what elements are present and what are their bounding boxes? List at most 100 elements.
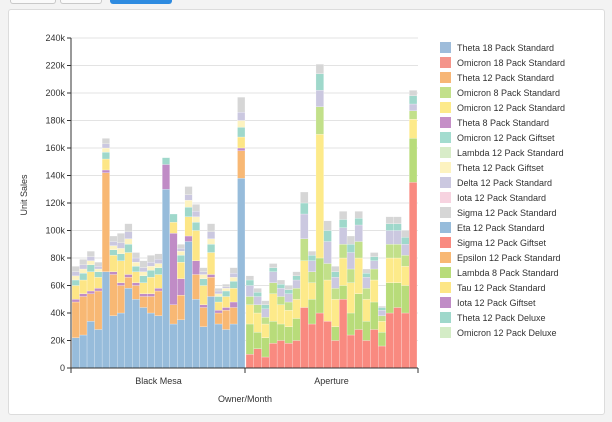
bar-segment[interactable] xyxy=(222,296,231,308)
bar-segment[interactable] xyxy=(147,293,155,297)
bar-segment[interactable] xyxy=(154,274,163,289)
legend-label[interactable]: Omicron 12 Pack Standard xyxy=(457,103,565,113)
bar-segment[interactable] xyxy=(124,231,133,239)
toolbar-tab-1[interactable] xyxy=(10,0,56,4)
bar-segment[interactable] xyxy=(253,288,262,293)
bar-segment[interactable] xyxy=(245,285,254,297)
bar-segment[interactable] xyxy=(199,326,208,369)
bar-segment[interactable] xyxy=(154,253,163,260)
bar-segment[interactable] xyxy=(147,270,155,278)
bar-segment[interactable] xyxy=(154,315,163,369)
legend-swatch[interactable] xyxy=(440,147,451,158)
bar-segment[interactable] xyxy=(79,264,88,270)
bar-segment[interactable] xyxy=(315,64,324,74)
bar-segment[interactable] xyxy=(339,285,348,300)
bar-segment[interactable] xyxy=(229,288,238,303)
bar-segment[interactable] xyxy=(229,281,238,289)
bar-segment[interactable] xyxy=(94,290,103,330)
bar-segment[interactable] xyxy=(94,268,103,272)
bar-segment[interactable] xyxy=(393,257,402,283)
bar-segment[interactable] xyxy=(284,285,293,290)
legend-label[interactable]: Epsilon 12 Pack Standard xyxy=(457,253,561,263)
bar-segment[interactable] xyxy=(276,323,285,341)
legend-swatch[interactable] xyxy=(440,297,451,308)
bar-segment[interactable] xyxy=(245,275,254,281)
bar-segment[interactable] xyxy=(315,106,324,135)
bar-segment[interactable] xyxy=(269,267,278,272)
bar-segment[interactable] xyxy=(339,244,348,259)
bar-segment[interactable] xyxy=(362,288,371,300)
bar-segment[interactable] xyxy=(253,348,262,369)
legend-swatch[interactable] xyxy=(440,222,451,233)
bar-segment[interactable] xyxy=(409,110,418,120)
bar-segment[interactable] xyxy=(300,213,309,239)
bar-segment[interactable] xyxy=(229,323,238,369)
bar-segment[interactable] xyxy=(147,277,155,294)
bar-segment[interactable] xyxy=(101,138,110,145)
bar-segment[interactable] xyxy=(370,256,379,261)
bar-segment[interactable] xyxy=(370,279,379,303)
toolbar-tab-active[interactable] xyxy=(110,0,172,4)
bar-segment[interactable] xyxy=(109,274,118,316)
bar-segment[interactable] xyxy=(346,235,355,245)
bar-segment[interactable] xyxy=(117,233,125,244)
bar-segment[interactable] xyxy=(79,296,88,336)
bar-segment[interactable] xyxy=(192,222,200,231)
bar-segment[interactable] xyxy=(229,273,238,278)
legend-label[interactable]: Theta 18 Pack Standard xyxy=(457,43,554,53)
bar-segment[interactable] xyxy=(199,304,208,308)
legend-swatch[interactable] xyxy=(440,312,451,323)
bar-segment[interactable] xyxy=(109,249,118,256)
bar-segment[interactable] xyxy=(124,288,133,369)
bar-segment[interactable] xyxy=(245,296,254,305)
bar-segment[interactable] xyxy=(184,186,193,195)
bar-segment[interactable] xyxy=(94,271,103,278)
bar-segment[interactable] xyxy=(385,223,394,231)
bar-segment[interactable] xyxy=(323,220,332,231)
bar-segment[interactable] xyxy=(192,211,200,217)
bar-segment[interactable] xyxy=(132,282,140,286)
bar-segment[interactable] xyxy=(354,224,363,242)
bar-segment[interactable] xyxy=(378,321,387,333)
bar-segment[interactable] xyxy=(177,319,185,369)
bar-segment[interactable] xyxy=(284,310,293,327)
bar-segment[interactable] xyxy=(132,285,140,300)
bar-segment[interactable] xyxy=(253,292,262,297)
bar-segment[interactable] xyxy=(292,288,301,300)
bar-segment[interactable] xyxy=(207,231,216,239)
bar-segment[interactable] xyxy=(393,244,402,259)
bar-segment[interactable] xyxy=(378,307,387,311)
bar-segment[interactable] xyxy=(308,251,317,256)
legend-label[interactable]: Lambda 12 Pack Standard xyxy=(457,148,564,158)
bar-segment[interactable] xyxy=(214,312,223,325)
legend-label[interactable]: Theta 8 Pack Standard xyxy=(457,118,549,128)
bar-segment[interactable] xyxy=(94,262,103,267)
bar-segment[interactable] xyxy=(315,257,324,314)
bar-segment[interactable] xyxy=(139,296,148,308)
bar-segment[interactable] xyxy=(346,282,355,314)
bar-segment[interactable] xyxy=(229,267,238,274)
bar-segment[interactable] xyxy=(409,138,418,183)
bar-segment[interactable] xyxy=(237,112,246,121)
bar-segment[interactable] xyxy=(315,134,324,259)
bar-segment[interactable] xyxy=(79,259,88,266)
toolbar-tab-2[interactable] xyxy=(60,0,102,4)
bar-segment[interactable] xyxy=(409,95,418,105)
bar-segment[interactable] xyxy=(284,301,293,311)
bar-segment[interactable] xyxy=(393,216,402,224)
bar-segment[interactable] xyxy=(401,244,410,256)
bar-segment[interactable] xyxy=(284,343,293,369)
bar-segment[interactable] xyxy=(237,136,246,149)
bar-segment[interactable] xyxy=(139,275,148,283)
bar-segment[interactable] xyxy=(101,158,110,171)
bar-segment[interactable] xyxy=(117,312,125,369)
legend-swatch[interactable] xyxy=(440,42,451,53)
bar-segment[interactable] xyxy=(354,241,363,259)
bar-segment[interactable] xyxy=(162,164,170,190)
bar-segment[interactable] xyxy=(362,273,371,278)
bar-segment[interactable] xyxy=(229,301,238,308)
bar-segment[interactable] xyxy=(79,268,88,274)
bar-segment[interactable] xyxy=(269,282,278,294)
bar-segment[interactable] xyxy=(385,312,394,369)
bar-segment[interactable] xyxy=(192,299,200,369)
